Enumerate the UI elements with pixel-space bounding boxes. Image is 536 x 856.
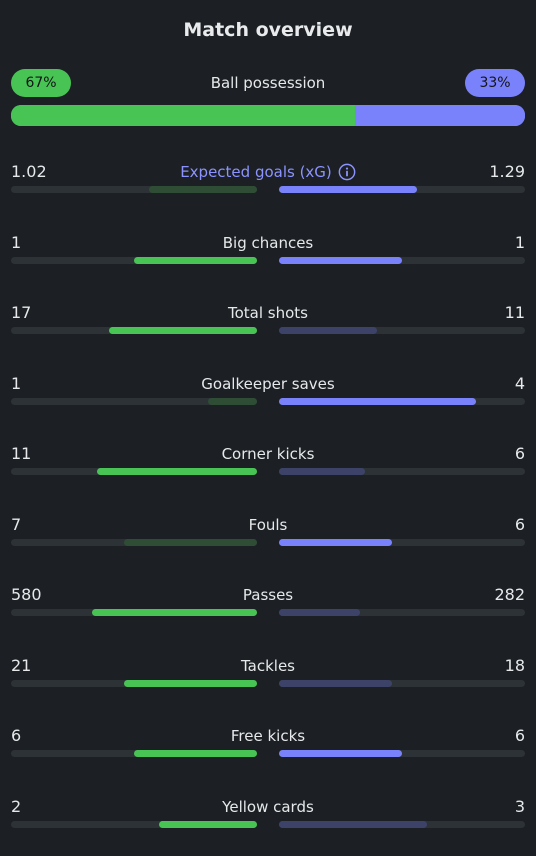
home-stat-track — [11, 821, 257, 828]
away-stat-bar — [279, 750, 402, 757]
stat-row-big-chances: 1 Big chances 1 — [11, 233, 525, 277]
home-stat-bar — [124, 680, 257, 687]
home-stat-value: 1 — [11, 233, 22, 252]
home-stat-bar — [124, 539, 257, 546]
home-stat-bar — [159, 821, 257, 828]
away-stat-track — [279, 680, 525, 687]
away-stat-bar — [279, 257, 402, 264]
stat-label: Yellow cards — [222, 798, 314, 816]
away-stat-value: 6 — [514, 444, 525, 463]
stat-row-goalkeeper-saves: 1 Goalkeeper saves 4 — [11, 374, 525, 418]
away-stat-track — [279, 609, 525, 616]
home-stat-bar — [149, 186, 257, 193]
ball-possession-row: 67% Ball possession 33% — [11, 69, 525, 127]
home-stat-track — [11, 750, 257, 757]
away-stat-bar — [279, 398, 476, 405]
away-stat-track — [279, 821, 525, 828]
home-stat-track — [11, 186, 257, 193]
away-stat-value: 282 — [494, 585, 525, 604]
page-title: Match overview — [183, 19, 353, 41]
stat-label: Free kicks — [230, 727, 306, 745]
away-stat-value: 6 — [514, 515, 525, 534]
home-stat-bar — [97, 468, 257, 475]
stat-label: Corner kicks — [221, 445, 315, 463]
away-stat-track — [279, 257, 525, 264]
away-stat-value: 3 — [514, 797, 525, 816]
home-stat-value: 1.02 — [11, 162, 47, 181]
home-stat-value: 17 — [11, 303, 32, 322]
stat-label: Tackles — [240, 657, 296, 675]
away-stat-track — [279, 539, 525, 546]
home-possession-badge: 67% — [11, 69, 71, 97]
home-stat-track — [11, 398, 257, 405]
home-stat-value: 1 — [11, 374, 22, 393]
away-possession-fill — [357, 105, 525, 126]
away-stat-value: 1 — [514, 233, 525, 252]
home-stat-track — [11, 327, 257, 334]
ball-possession-label: Ball possession — [210, 74, 326, 92]
away-stat-value: 11 — [504, 303, 525, 322]
home-stat-value: 2 — [11, 797, 22, 816]
home-stat-track — [11, 609, 257, 616]
stat-row-yellow-cards: 2 Yellow cards 3 — [11, 797, 525, 841]
stat-label: Total shots — [228, 304, 308, 322]
stat-label: Fouls — [248, 516, 288, 534]
stat-label: Expected goals (xG) — [11, 162, 525, 182]
stat-label: Passes — [242, 586, 294, 604]
away-stat-track — [279, 468, 525, 475]
away-stat-track — [279, 750, 525, 757]
home-stat-bar — [134, 257, 257, 264]
away-stat-value: 1.29 — [489, 162, 525, 181]
home-stat-value: 580 — [11, 585, 42, 604]
home-stat-bar — [134, 750, 257, 757]
stat-label: Big chances — [222, 234, 314, 252]
away-stat-track — [279, 398, 525, 405]
away-stat-track — [279, 327, 525, 334]
home-stat-track — [11, 257, 257, 264]
home-stat-value: 6 — [11, 726, 22, 745]
possession-bar — [11, 105, 525, 126]
away-stat-value: 6 — [514, 726, 525, 745]
stat-row-corner-kicks: 11 Corner kicks 6 — [11, 444, 525, 488]
away-stat-bar — [279, 821, 427, 828]
away-stat-bar — [279, 539, 392, 546]
home-stat-track — [11, 539, 257, 546]
stat-row-passes: 580 Passes 282 — [11, 585, 525, 629]
away-stat-bar — [279, 609, 360, 616]
info-icon[interactable] — [338, 163, 356, 181]
home-stat-track — [11, 680, 257, 687]
away-stat-bar — [279, 680, 392, 687]
away-stat-bar — [279, 468, 365, 475]
home-stat-bar — [109, 327, 257, 334]
away-stat-track — [279, 186, 525, 193]
stat-row-expected-goals-xg: 1.02 Expected goals (xG) 1.29 — [11, 162, 525, 206]
home-stat-bar — [92, 609, 257, 616]
away-stat-value: 4 — [514, 374, 525, 393]
stat-row-tackles: 21 Tackles 18 — [11, 656, 525, 700]
away-stat-bar — [279, 186, 417, 193]
away-stat-bar — [279, 327, 377, 334]
stat-row-total-shots: 17 Total shots 11 — [11, 303, 525, 347]
home-stat-track — [11, 468, 257, 475]
home-stat-value: 21 — [11, 656, 32, 675]
away-possession-badge: 33% — [465, 69, 525, 97]
home-stat-value: 7 — [11, 515, 22, 534]
away-stat-value: 18 — [504, 656, 525, 675]
stat-row-free-kicks: 6 Free kicks 6 — [11, 726, 525, 770]
home-stat-bar — [208, 398, 257, 405]
stat-row-fouls: 7 Fouls 6 — [11, 515, 525, 559]
home-stat-value: 11 — [11, 444, 32, 463]
home-possession-fill — [11, 105, 355, 126]
stat-label: Goalkeeper saves — [201, 375, 335, 393]
